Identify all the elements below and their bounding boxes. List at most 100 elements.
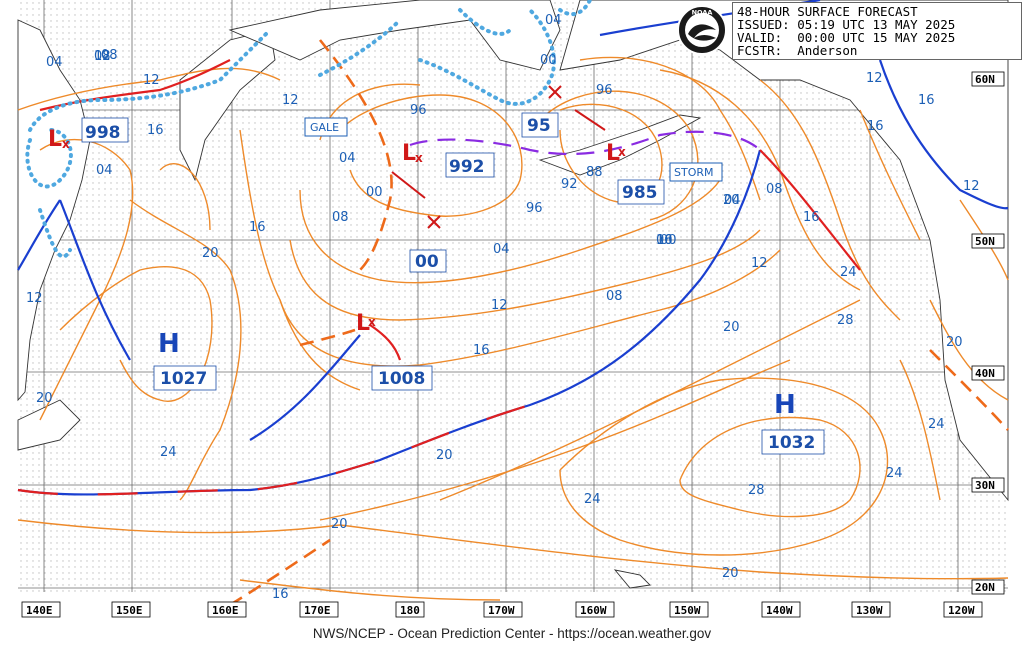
low-symbol: L (356, 311, 370, 336)
ice-edges (25, 0, 592, 259)
lat-label: 50N (975, 235, 995, 248)
isobar-label: 92 (561, 177, 578, 192)
isobar-label: 04 (46, 55, 63, 70)
kamchatka-coast (179, 29, 276, 182)
isobar-label: 08 (94, 49, 111, 64)
trough-1 (318, 39, 393, 271)
hawaii-islands (613, 569, 651, 589)
isobar-label: 96 (526, 201, 543, 216)
lon-label: 140E (26, 604, 53, 617)
lat-label: 20N (975, 581, 995, 594)
lon-label: 160E (212, 604, 239, 617)
low-x-mark: x (62, 137, 70, 151)
lon-label: 130W (856, 604, 883, 617)
isobar-label: 16 (867, 119, 884, 134)
pressure-label: 985 (622, 183, 658, 203)
isobar-label: 12 (26, 291, 43, 306)
low-symbol: L (606, 141, 620, 166)
coastlines (17, 0, 1009, 589)
isobar-label: 16 (656, 233, 673, 248)
low-center-985: L x 985 STORM (606, 141, 723, 205)
isobar-label: 08 (606, 289, 623, 304)
isobar-label: 12 (282, 93, 299, 108)
isobar-label: 04 (545, 13, 562, 28)
isobar-label: 08 (332, 210, 349, 225)
trough-2 (299, 328, 356, 347)
forecast-title: 48-HOUR SURFACE FORECAST (737, 4, 918, 19)
lon-label: 170W (488, 604, 515, 617)
trough-4 (929, 349, 1009, 431)
pressure-label: 1008 (378, 369, 425, 389)
high-center-1032: H 1032 (761, 390, 825, 455)
warm-front-1008 (369, 324, 402, 361)
isobar-label: 12 (491, 298, 508, 313)
isobar-label: 20 (436, 448, 453, 463)
isobar-label: 08 (101, 48, 118, 63)
isobar-label: 00 (366, 185, 383, 200)
isobar-label: 20 (722, 566, 739, 581)
isobar-label: 00 (540, 53, 557, 68)
lat-label: 30N (975, 479, 995, 492)
pressure-label: 00 (415, 252, 439, 272)
isobar-labels: 04 08 12 16 04 12 16 12 96 96 04 00 08 1… (26, 13, 997, 602)
low-symbol: L (402, 141, 416, 166)
lon-label: 160W (580, 604, 607, 617)
isobar-label: 28 (748, 483, 765, 498)
logo-text: NOAA (692, 9, 713, 17)
low-x-mark: x (368, 315, 376, 329)
low-symbol: L (48, 127, 62, 152)
isobar-label: 20 (723, 193, 740, 208)
isobar-label: 20 (331, 517, 348, 532)
pressure-label: 95 (527, 116, 551, 136)
isobar-label: 20 (946, 335, 963, 350)
lat-labels: 60N 50N 40N 30N 20N (971, 71, 1005, 595)
fronts (17, 0, 1009, 607)
storm-tag: STORM (674, 166, 714, 179)
isobar-label: 00 (656, 233, 673, 248)
high-symbol: H (158, 329, 180, 359)
pressure-label: 998 (85, 123, 121, 143)
isobar-label: 20 (723, 320, 740, 335)
isobar-label: 96 (410, 103, 427, 118)
lat-label: 60N (975, 73, 995, 86)
lon-label: 170E (304, 604, 331, 617)
isobar-label: 04 (339, 151, 356, 166)
isobar-label: 12 (143, 73, 160, 88)
valid-label: VALID: (737, 30, 783, 45)
low-x-mark: x (415, 151, 423, 165)
isobar-label: 24 (840, 265, 857, 280)
aleutian-peninsula (538, 114, 702, 176)
japan-coast (17, 399, 81, 451)
high-symbol: H (774, 390, 796, 420)
isobar-label: 08 (766, 182, 783, 197)
fcstr-row: FCSTR: Anderson (737, 44, 1017, 57)
cold-front-998-b (17, 199, 61, 271)
isobar-label: 04 (493, 242, 510, 257)
lon-label: 150W (674, 604, 701, 617)
isobar-label: 16 (918, 93, 935, 108)
lon-labels: 140E 150E 160E 170E 180 170W 160W 150W 1… (21, 601, 983, 618)
isobar-label: 24 (928, 417, 945, 432)
movement-markers (391, 85, 606, 229)
occluded-front (409, 130, 761, 156)
pressure-label: 992 (449, 157, 485, 177)
lon-label: 120W (948, 604, 975, 617)
arrow (574, 109, 606, 131)
lon-label: 150E (116, 604, 143, 617)
high-center-1027: H 1027 (153, 329, 217, 391)
isobar-label: 12 (963, 179, 980, 194)
isobar-label: 16 (473, 343, 490, 358)
isobar-label: 28 (837, 313, 854, 328)
isobar-label: 24 (886, 466, 903, 481)
isobar-label: 88 (586, 165, 603, 180)
arrow (391, 171, 426, 199)
pressure-label: 1032 (768, 433, 815, 453)
valid-value: 00:00 UTC 15 MAY 2025 (797, 30, 956, 45)
low-center-1008: L x 1008 (356, 311, 433, 391)
noaa-logo-icon: NOAA (677, 5, 727, 55)
cold-front-998 (58, 199, 131, 361)
low-center-992: L x 992 GALE (304, 117, 495, 178)
isobar-label: 16 (803, 210, 820, 225)
issued-value: 05:19 UTC 13 MAY 2025 (797, 17, 956, 32)
isobar-label: 00 (660, 233, 677, 248)
